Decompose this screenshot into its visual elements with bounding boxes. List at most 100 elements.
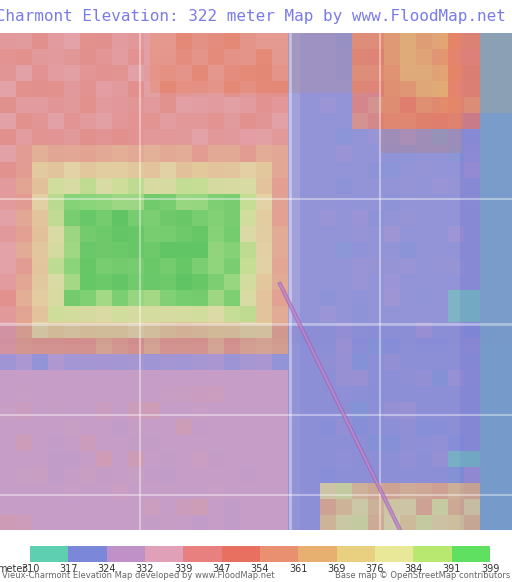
Bar bbox=[384, 194, 400, 210]
Bar bbox=[320, 162, 336, 178]
Bar bbox=[64, 194, 80, 210]
Bar bbox=[400, 129, 416, 146]
Bar bbox=[128, 226, 144, 242]
Bar bbox=[192, 97, 208, 113]
Bar bbox=[208, 146, 224, 162]
Bar bbox=[16, 403, 32, 418]
Bar bbox=[32, 226, 48, 242]
Bar bbox=[64, 418, 80, 435]
Bar bbox=[112, 515, 128, 531]
Bar bbox=[32, 146, 48, 162]
Bar bbox=[112, 178, 128, 194]
Bar bbox=[320, 483, 336, 499]
Bar bbox=[384, 226, 400, 242]
Bar bbox=[112, 370, 128, 386]
Bar bbox=[0, 113, 16, 129]
Bar bbox=[384, 290, 400, 306]
Bar bbox=[208, 49, 224, 65]
Bar bbox=[448, 210, 464, 226]
Bar bbox=[48, 210, 64, 226]
Bar bbox=[64, 354, 80, 370]
Bar bbox=[416, 354, 432, 370]
Bar bbox=[240, 290, 256, 306]
Bar bbox=[0, 435, 16, 450]
Bar bbox=[208, 33, 224, 49]
Bar bbox=[112, 210, 128, 226]
Bar bbox=[416, 33, 432, 49]
Bar bbox=[416, 49, 432, 65]
Bar bbox=[320, 178, 336, 194]
Bar bbox=[375, 546, 413, 562]
Bar bbox=[112, 386, 128, 403]
Bar bbox=[128, 97, 144, 113]
Bar bbox=[16, 162, 32, 178]
Bar bbox=[112, 242, 128, 258]
Bar bbox=[32, 403, 48, 418]
Bar bbox=[368, 129, 384, 146]
Bar bbox=[304, 33, 320, 49]
Bar bbox=[240, 499, 256, 515]
Bar bbox=[416, 515, 432, 531]
Text: 310: 310 bbox=[21, 564, 39, 574]
Bar bbox=[320, 499, 336, 515]
Bar bbox=[48, 467, 64, 483]
Bar bbox=[496, 338, 512, 354]
Bar bbox=[80, 113, 96, 129]
Bar bbox=[192, 226, 208, 242]
Bar bbox=[452, 546, 490, 562]
Bar bbox=[64, 33, 80, 49]
Bar bbox=[16, 322, 32, 338]
Bar bbox=[32, 515, 48, 531]
Bar bbox=[320, 210, 336, 226]
Bar bbox=[128, 435, 144, 450]
Bar bbox=[64, 113, 80, 129]
Bar bbox=[272, 33, 288, 49]
Bar bbox=[222, 546, 260, 562]
Bar bbox=[464, 435, 480, 450]
Bar bbox=[464, 322, 480, 338]
Bar bbox=[150, 33, 380, 93]
Bar bbox=[144, 194, 160, 210]
Bar bbox=[304, 97, 320, 113]
Bar bbox=[432, 49, 448, 65]
Bar bbox=[160, 178, 176, 194]
Bar bbox=[480, 306, 496, 322]
Bar bbox=[304, 210, 320, 226]
Bar bbox=[336, 162, 352, 178]
Bar bbox=[464, 33, 480, 49]
Bar bbox=[400, 33, 416, 49]
Bar bbox=[416, 146, 432, 162]
Bar bbox=[96, 403, 112, 418]
Bar bbox=[288, 178, 304, 194]
Bar bbox=[288, 450, 304, 467]
Bar bbox=[208, 81, 224, 97]
Bar bbox=[448, 242, 464, 258]
Bar bbox=[480, 162, 496, 178]
Bar bbox=[176, 258, 192, 274]
Bar bbox=[16, 467, 32, 483]
Bar bbox=[352, 467, 368, 483]
Bar bbox=[144, 129, 160, 146]
Bar bbox=[416, 322, 432, 338]
Bar bbox=[496, 146, 512, 162]
Bar bbox=[400, 354, 416, 370]
Bar bbox=[240, 226, 256, 242]
Bar bbox=[32, 178, 48, 194]
Bar bbox=[320, 97, 336, 113]
Bar bbox=[208, 403, 224, 418]
Bar bbox=[368, 81, 384, 97]
Bar bbox=[320, 322, 336, 338]
Bar bbox=[192, 81, 208, 97]
Bar bbox=[224, 194, 240, 210]
Bar bbox=[464, 499, 480, 515]
Bar bbox=[400, 450, 416, 467]
Bar bbox=[176, 354, 192, 370]
Bar bbox=[144, 354, 160, 370]
Bar bbox=[112, 97, 128, 113]
Bar bbox=[336, 322, 352, 338]
Bar bbox=[48, 162, 64, 178]
Bar bbox=[240, 194, 256, 210]
Bar bbox=[288, 483, 304, 499]
Bar bbox=[400, 258, 416, 274]
Bar bbox=[208, 483, 224, 499]
